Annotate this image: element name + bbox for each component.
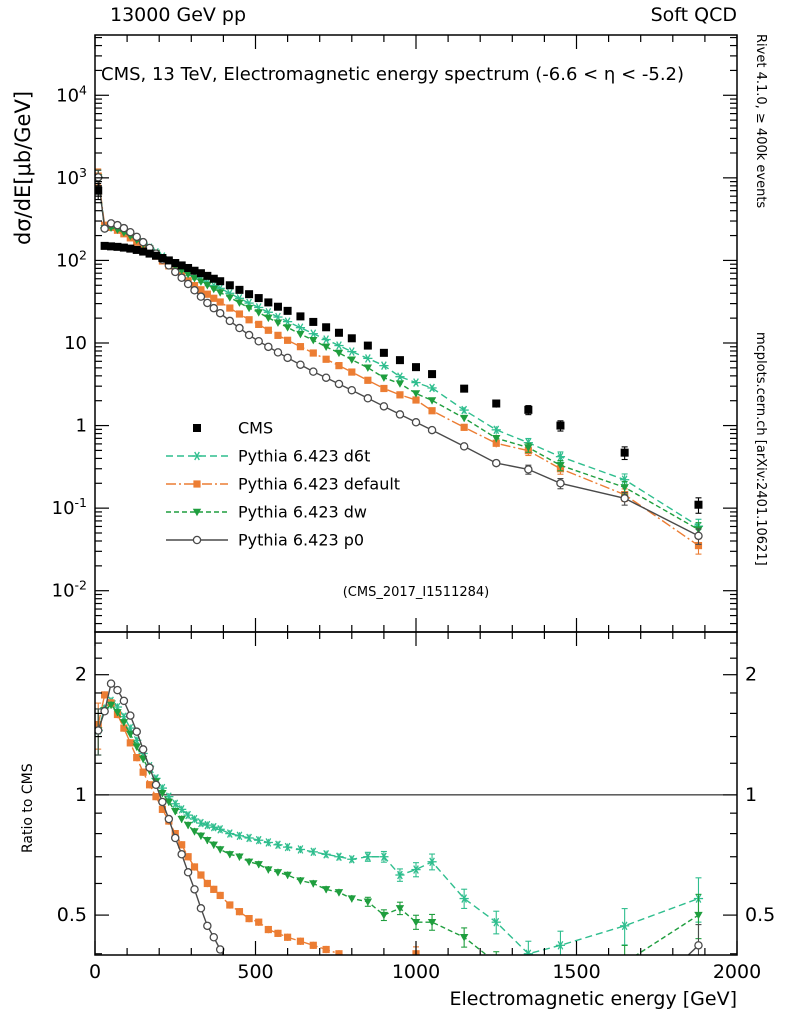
main-y-tick-label: 10-1 <box>52 495 87 519</box>
rivet-version-label: Rivet 4.1.0, ≥ 400k events <box>753 34 768 208</box>
x-axis-title: Electromagnetic energy [GeV] <box>449 988 737 1010</box>
main-y-tick-label: 102 <box>56 247 87 271</box>
legend-entry-label: Pythia 6.423 dw <box>238 503 367 522</box>
legend-entry-label: Pythia 6.423 d6t <box>238 447 370 466</box>
main-y-tick-label: 10 <box>64 333 87 354</box>
x-tick-label: 1500 <box>552 961 600 983</box>
legend-entry-label: CMS <box>238 419 273 438</box>
ratio-y-axis-title: Ratio to CMS <box>20 763 36 853</box>
legend-entry-3: Pythia 6.423 dw <box>166 503 367 522</box>
series-reference-cms <box>95 182 703 514</box>
ratio-y-tick-label: 2 <box>75 664 87 686</box>
series-ratio-3 <box>95 679 703 955</box>
ratio-y-tick-label: 0.5 <box>745 904 775 926</box>
legend-entry-label: Pythia 6.423 p0 <box>238 531 364 550</box>
main-y-tick-label: 104 <box>56 82 87 106</box>
x-tick-label: 2000 <box>713 961 761 983</box>
main-y-axis-title: dσ/dE[μb/GeV] <box>11 91 35 245</box>
legend-entry-label: Pythia 6.423 default <box>238 475 400 494</box>
ratio-y-tick-label: 1 <box>75 784 87 806</box>
main-panel-series <box>95 168 704 555</box>
x-tick-label: 1000 <box>392 961 440 983</box>
ratio-y-tick-label: 1 <box>745 784 757 806</box>
axes-frames-and-ticks <box>94 34 738 956</box>
analysis-id-watermark: (CMS_2017_I1511284) <box>343 585 490 600</box>
main-y-tick-label: 103 <box>56 165 87 189</box>
legend-entry-4: Pythia 6.423 p0 <box>166 531 364 550</box>
legend: CMS Pythia 6.423 d6t Pythia 6.423 default P… <box>166 419 400 550</box>
main-y-tick-label: 10-2 <box>52 578 87 602</box>
ratio-panel-series <box>95 679 737 955</box>
legend-entry-2: Pythia 6.423 default <box>166 475 400 494</box>
ratio-y-tick-label: 2 <box>745 664 757 686</box>
header-beam-energy: 13000 GeV pp <box>110 4 246 26</box>
legend-entry-0: CMS <box>193 419 273 438</box>
x-tick-label: 0 <box>89 961 101 983</box>
plot-title: CMS, 13 TeV, Electromagnetic energy spec… <box>101 64 684 85</box>
mcplots-credit-label: mcplots.cern.ch [arXiv:2401.10621] <box>753 332 768 566</box>
header-process-group: Soft QCD <box>651 4 737 26</box>
x-tick-label: 500 <box>237 961 273 983</box>
series-ratio-0 <box>95 696 704 955</box>
main-y-tick-label: 1 <box>76 416 87 437</box>
ratio-y-tick-label: 0.5 <box>57 904 87 926</box>
legend-entry-1: Pythia 6.423 d6t <box>166 447 370 466</box>
